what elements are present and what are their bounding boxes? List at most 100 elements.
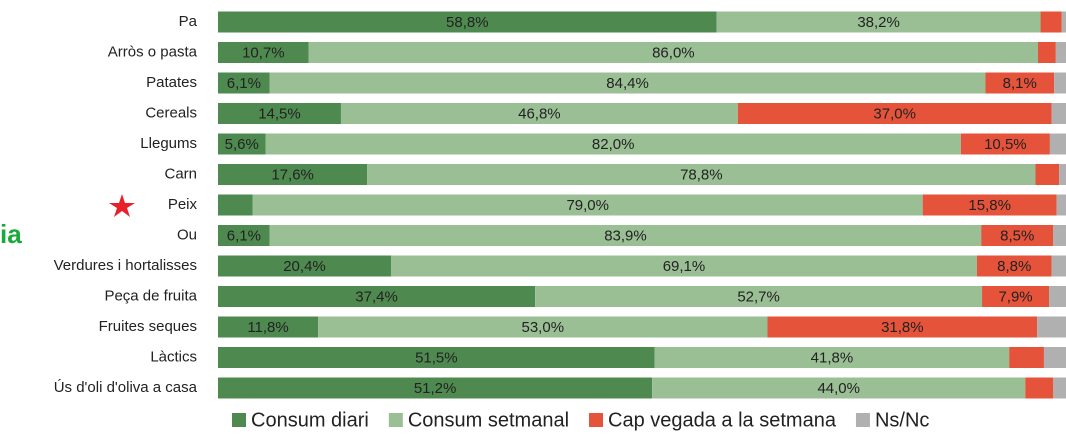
- data-label: 37,4%: [355, 288, 398, 305]
- bar-segment: [981, 225, 1054, 246]
- bar-segment: [1059, 164, 1066, 185]
- data-label: 82,0%: [592, 136, 635, 153]
- bar-segment: [265, 133, 961, 155]
- bar-segment: [218, 225, 270, 246]
- legend-label: Cap vegada a la setmana: [608, 409, 837, 431]
- bar-segment: [218, 347, 655, 368]
- bar-segment: [318, 316, 768, 338]
- data-label: 7,9%: [998, 288, 1032, 305]
- category-label: Patates: [146, 74, 197, 91]
- data-label: 10,5%: [984, 136, 1027, 153]
- data-label: 15,8%: [968, 197, 1011, 214]
- data-label: 78,8%: [680, 166, 723, 183]
- bar-segment: [252, 194, 923, 216]
- data-label: 52,7%: [737, 288, 780, 305]
- data-label: 46,8%: [518, 105, 561, 122]
- bar-segment: [1009, 347, 1044, 368]
- data-label: 53,0%: [522, 319, 565, 336]
- bar-segment: [218, 11, 717, 33]
- bar-segment: [737, 103, 1052, 124]
- data-label: 14,5%: [258, 105, 301, 122]
- data-label: 8,8%: [997, 258, 1031, 275]
- bar-segment: [960, 133, 1050, 155]
- category-label: Llegums: [140, 135, 197, 152]
- bar-segment: [922, 194, 1057, 216]
- data-label: 83,9%: [604, 227, 647, 244]
- data-label: 8,5%: [1000, 227, 1034, 244]
- data-label: 41,8%: [811, 349, 854, 366]
- bar-segment: [1055, 42, 1066, 63]
- legend-swatch: [232, 413, 246, 427]
- category-label: Pa: [179, 13, 198, 30]
- bar-segment: [340, 103, 738, 124]
- category-label: Fruites seques: [99, 318, 197, 335]
- cut-off-annotation: ia: [0, 219, 22, 249]
- data-label: 20,4%: [283, 258, 326, 275]
- legend-swatch: [589, 413, 604, 427]
- bar-segment: [218, 286, 536, 307]
- data-label: 51,5%: [415, 349, 458, 366]
- data-label: 69,1%: [663, 258, 706, 275]
- bar-segment: [1056, 194, 1066, 216]
- bar-segment: [218, 133, 266, 155]
- bar-segment: [716, 11, 1041, 33]
- bar-segment: [269, 225, 982, 246]
- data-label: 17,6%: [271, 166, 314, 183]
- bar-segment: [218, 255, 391, 277]
- legend-label: Consum setmanal: [408, 409, 569, 431]
- data-label: 38,2%: [857, 14, 900, 31]
- data-label: 86,0%: [652, 44, 695, 61]
- category-label: Peça de fruita: [104, 287, 197, 304]
- data-label: 79,0%: [566, 197, 609, 214]
- category-label: Carn: [164, 165, 197, 182]
- bar-segment: [1053, 225, 1066, 246]
- bar-segment: [1049, 286, 1066, 307]
- bar-segment: [1049, 133, 1066, 155]
- bar-segment: [1051, 255, 1066, 277]
- category-label: Arròs o pasta: [108, 43, 198, 60]
- bar-segment: [982, 286, 1050, 307]
- category-label: Cereals: [145, 104, 197, 121]
- category-label: Ús d'oli d'oliva a casa: [54, 379, 198, 396]
- data-label: 5,6%: [225, 136, 259, 153]
- legend-swatch: [855, 413, 870, 427]
- data-label: 10,7%: [242, 44, 285, 61]
- legend-label: Consum diari: [251, 409, 369, 431]
- bar-segment: [218, 377, 653, 399]
- bar-segment: [218, 72, 270, 94]
- bar-segment: [1053, 377, 1066, 399]
- data-label: 37,0%: [873, 105, 916, 122]
- bar-segment: [1043, 347, 1066, 368]
- bar-segment: [1038, 42, 1056, 63]
- data-label: 6,1%: [227, 227, 261, 244]
- bar-segment: [1025, 377, 1054, 399]
- bar-segment: [767, 316, 1038, 338]
- category-label: Ou: [177, 226, 197, 243]
- bar-segment: [218, 103, 341, 124]
- bar-segment: [218, 194, 253, 216]
- data-label: 58,8%: [446, 14, 489, 31]
- legend-label: Ns/Nc: [875, 409, 929, 431]
- bar-segment: [218, 42, 309, 63]
- bar-segment: [535, 286, 983, 307]
- data-label: 8,1%: [1003, 75, 1037, 92]
- data-label: 51,2%: [414, 380, 457, 397]
- bar-segment: [976, 255, 1052, 277]
- bar-segment: [218, 164, 368, 185]
- bar-segment: [1051, 103, 1066, 124]
- data-label: 6,1%: [227, 75, 261, 92]
- legend-swatch: [388, 413, 403, 427]
- bar-segment: [269, 72, 986, 94]
- data-label: 44,0%: [817, 380, 860, 397]
- bar-segment: [652, 377, 1026, 399]
- bar-segment: [1037, 316, 1066, 338]
- bar-segment: [308, 42, 1039, 63]
- star-icon: [109, 194, 135, 217]
- bar-segment: [654, 347, 1010, 368]
- category-label: Làctics: [150, 348, 197, 365]
- bar-segment: [985, 72, 1055, 94]
- bar-segment: [1035, 164, 1060, 185]
- bar-segment: [1040, 11, 1062, 33]
- category-label: Verdures i hortalisses: [54, 257, 197, 274]
